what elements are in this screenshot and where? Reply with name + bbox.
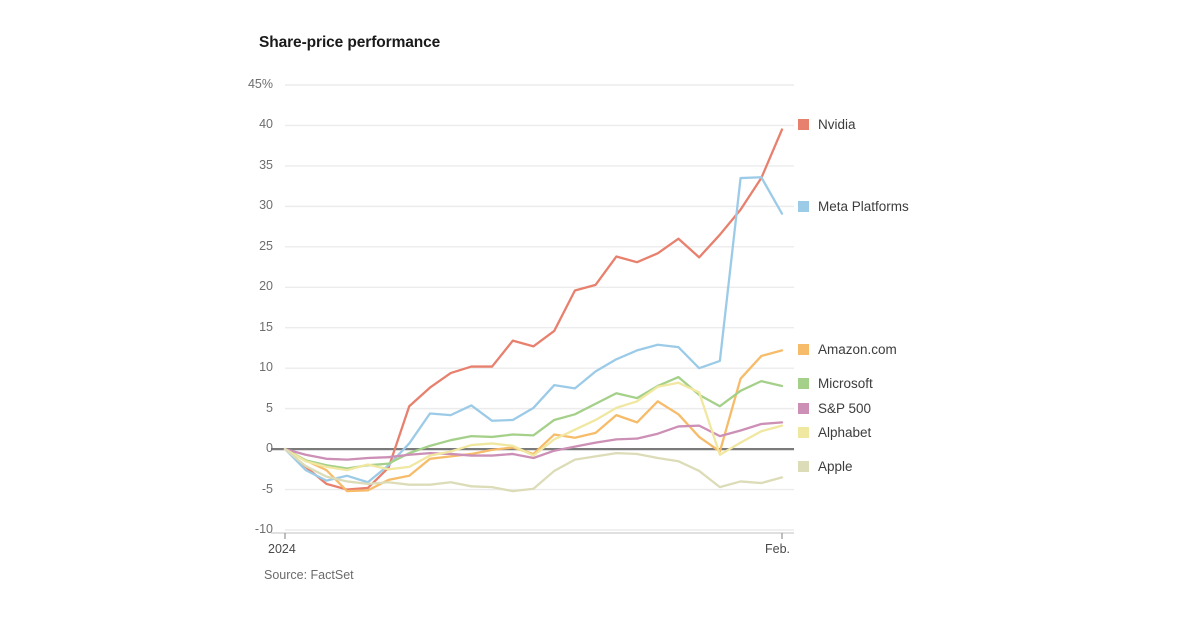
legend-item-label: Meta Platforms xyxy=(818,199,909,214)
series-line-alphabet xyxy=(283,381,784,472)
gridlines xyxy=(285,84,794,531)
legend-swatch-icon xyxy=(798,344,809,355)
legend-item-apple[interactable]: Apple xyxy=(798,459,853,474)
legend-item-nvidia[interactable]: Nvidia xyxy=(798,117,856,132)
legend-swatch-icon xyxy=(798,403,809,414)
y-axis-tick-label: -5 xyxy=(261,481,273,496)
legend-swatch-icon xyxy=(798,378,809,389)
legend-item-label: Alphabet xyxy=(818,425,872,440)
series-lines xyxy=(283,128,784,493)
legend-item-label: Nvidia xyxy=(818,117,856,132)
y-axis-tick-label: 15 xyxy=(259,319,273,334)
y-axis-tick-label: -10 xyxy=(254,522,273,536)
series-line-s-p-500 xyxy=(283,421,784,461)
legend-item-label: Apple xyxy=(818,459,853,474)
legend-swatch-icon xyxy=(798,201,809,212)
legend-item-microsoft[interactable]: Microsoft xyxy=(798,376,873,391)
chart-title: Share-price performance xyxy=(259,34,441,51)
y-axis-tick-label: 40 xyxy=(259,117,273,132)
legend-item-s-p-500[interactable]: S&P 500 xyxy=(798,401,871,416)
series-line-meta-platforms xyxy=(283,176,784,484)
legend-item-label: S&P 500 xyxy=(818,401,872,416)
legend-item-amazon-com[interactable]: Amazon.com xyxy=(798,342,897,357)
x-axis-tick-label: Feb. xyxy=(765,542,791,556)
y-axis-tick-label: 30 xyxy=(259,198,273,213)
series-line-nvidia xyxy=(283,128,784,491)
y-axis-tick-label: 5 xyxy=(266,400,273,415)
y-axis-tick-label: 10 xyxy=(259,360,273,375)
y-axis-tick-label: 20 xyxy=(259,279,273,294)
source-note: Source: FactSet xyxy=(264,568,354,582)
y-axis-tick-label: 45% xyxy=(247,77,273,91)
legend-item-alphabet[interactable]: Alphabet xyxy=(798,425,871,440)
legend-item-meta-platforms[interactable]: Meta Platforms xyxy=(798,199,909,214)
legend-swatch-icon xyxy=(798,119,809,130)
x-axis-tick-label: 2024 xyxy=(268,542,296,556)
y-axis-tick-label: 25 xyxy=(259,238,273,253)
series-line-amazon-com xyxy=(283,349,784,493)
x-axis xyxy=(271,532,794,539)
legend-item-label: Microsoft xyxy=(818,376,873,391)
legend-swatch-icon xyxy=(798,427,809,438)
y-axis-tick-label: 0 xyxy=(266,441,273,456)
legend-swatch-icon xyxy=(798,461,809,472)
legend-item-label: Amazon.com xyxy=(818,342,897,357)
series-line-apple xyxy=(283,447,784,493)
y-axis-tick-label: 35 xyxy=(259,157,273,172)
